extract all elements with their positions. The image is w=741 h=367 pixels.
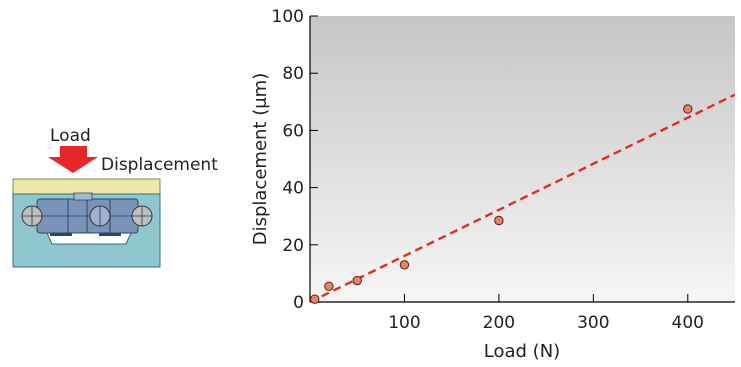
ball-icon [131, 205, 153, 227]
x-tick-label: 200 [483, 313, 515, 333]
x-tick-label: 100 [388, 313, 420, 333]
center-rail [73, 192, 93, 201]
data-point [352, 275, 362, 286]
data-point [494, 215, 504, 226]
data-point [399, 260, 410, 270]
data-point [324, 281, 334, 291]
chart: 0 20 40 60 80 100 100 200 300 400 Load (N) Displ… [250, 7, 735, 362]
ball-icon [89, 205, 111, 227]
y-tick-label: 80 [282, 64, 304, 84]
y-tick-label: 20 [282, 236, 304, 256]
y-tick-label: 60 [282, 121, 304, 141]
block-foot [99, 233, 121, 236]
plot-background [310, 16, 735, 302]
block-foot [50, 233, 72, 236]
trend-line [310, 93, 735, 302]
top-plate [12, 178, 161, 195]
load-arrow-icon [48, 146, 98, 173]
y-tick-label: 0 [293, 293, 304, 313]
displacement-label: Displacement [101, 155, 218, 175]
data-point [683, 104, 693, 114]
x-tick-label: 400 [672, 313, 704, 333]
data-point [310, 294, 320, 304]
load-label: Load [50, 126, 91, 146]
y-axis-label: Displacement (μm) [250, 73, 271, 246]
x-tick-label: 300 [577, 313, 609, 333]
y-tick-label: 100 [272, 7, 304, 27]
ball-icon [21, 205, 43, 227]
x-axis-label: Load (N) [484, 341, 560, 362]
guide-illustration: Load Displacement [12, 126, 218, 268]
y-tick-label: 40 [282, 179, 304, 199]
